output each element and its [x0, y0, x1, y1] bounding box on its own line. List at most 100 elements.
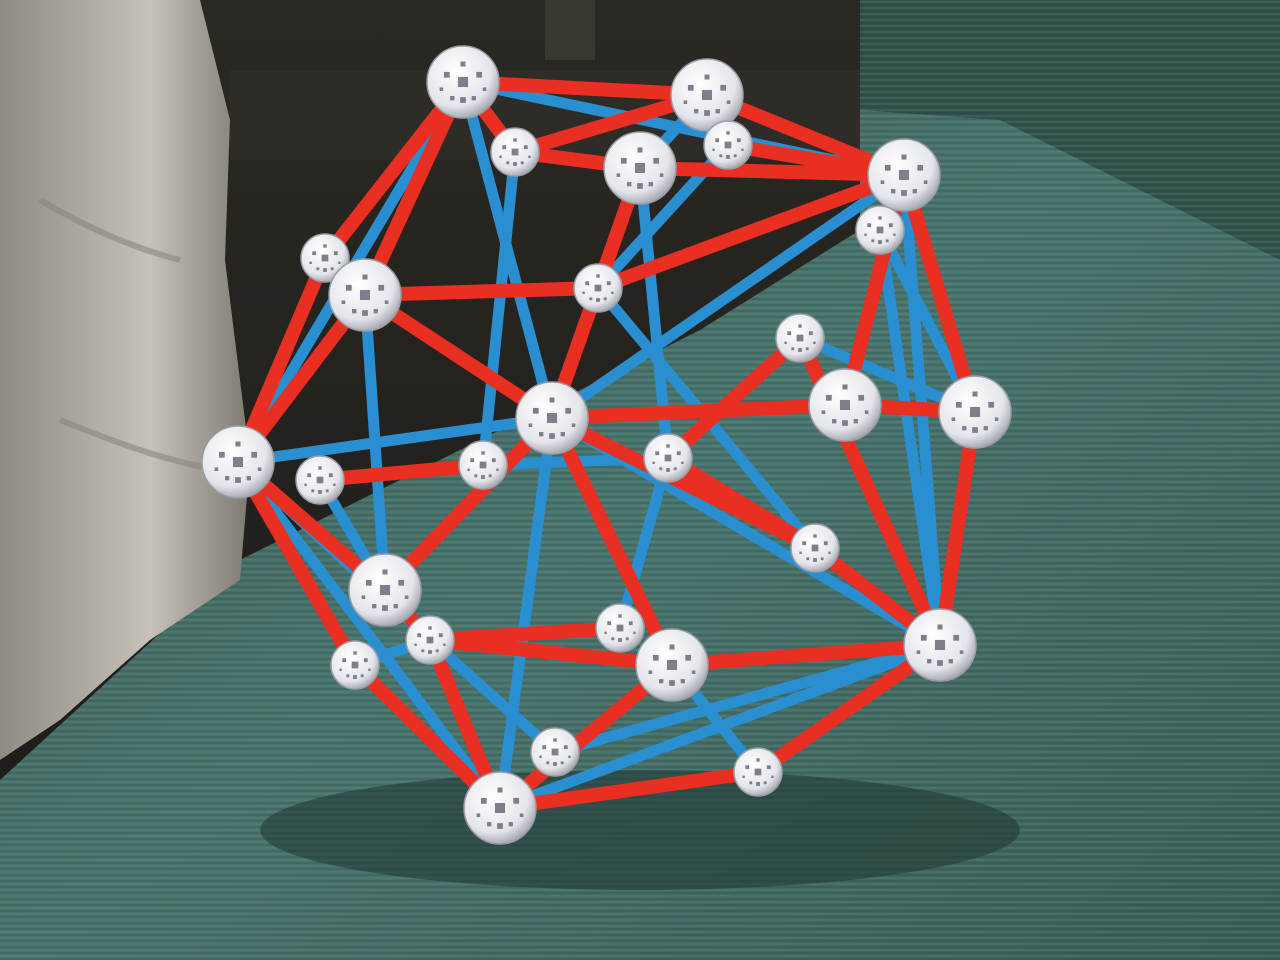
connector-hole — [218, 451, 225, 458]
connector-hole — [691, 670, 696, 674]
connector-node — [603, 131, 677, 205]
connector-hole — [345, 284, 352, 291]
connector-hole — [393, 604, 398, 609]
connector-node — [808, 368, 882, 442]
connector-hole — [457, 76, 469, 88]
connector-hole — [842, 384, 848, 390]
connector-hole — [487, 822, 492, 827]
connector-node — [790, 523, 840, 573]
connector-hole — [681, 461, 684, 464]
connector-hole — [652, 654, 659, 661]
connector-hole — [878, 240, 882, 244]
blue-strut — [232, 412, 558, 468]
connector-hole — [417, 633, 422, 638]
connector-hole — [927, 659, 932, 664]
connector-hole — [553, 738, 557, 742]
connector-hole — [511, 148, 519, 156]
red-strut — [545, 398, 852, 425]
blue-strut — [549, 639, 946, 758]
connector-hole — [571, 423, 576, 427]
connector-hole — [333, 251, 338, 256]
connector-hole — [745, 765, 750, 770]
connector-hole — [450, 96, 455, 101]
connector-hole — [828, 551, 831, 554]
connector-hole — [491, 458, 496, 463]
connector-hole — [839, 399, 851, 411]
connector-hole — [471, 96, 476, 101]
connector-hole — [813, 534, 817, 538]
connector-hole — [715, 138, 720, 143]
connector-hole — [823, 541, 828, 546]
connector-hole — [726, 155, 730, 159]
connector-node — [530, 727, 580, 777]
connector-hole — [920, 634, 927, 641]
connector-hole — [232, 456, 244, 468]
connector-hole — [666, 468, 670, 472]
blue-strut — [424, 634, 561, 758]
connector-hole — [382, 569, 388, 575]
connector-hole — [312, 251, 317, 256]
connector-hole — [884, 164, 891, 171]
connector-hole — [443, 643, 446, 646]
connector-hole — [741, 148, 744, 151]
connector-hole — [235, 441, 241, 447]
connector-hole — [749, 781, 753, 785]
connector-hole — [382, 605, 388, 611]
connector-hole — [798, 348, 802, 352]
connector-hole — [611, 637, 615, 641]
connector-hole — [912, 189, 917, 194]
connector-hole — [333, 483, 336, 486]
connector-hole — [763, 781, 767, 785]
connector-node — [405, 615, 455, 665]
connector-hole — [796, 334, 804, 342]
connector-hole — [352, 309, 357, 314]
connector-hole — [551, 748, 559, 756]
connector-node — [300, 233, 350, 283]
connector-hole — [523, 145, 528, 150]
connector-hole — [736, 138, 741, 143]
connector-hole — [648, 670, 653, 674]
connector-hole — [476, 813, 481, 817]
connector-hole — [937, 624, 943, 630]
connector-hole — [701, 89, 713, 101]
model-shadow — [260, 770, 1020, 890]
connector-hole — [596, 274, 600, 278]
connector-hole — [549, 397, 555, 403]
connector-hole — [360, 674, 364, 678]
connector-hole — [496, 468, 499, 471]
connector-hole — [669, 680, 675, 686]
connector-hole — [328, 473, 333, 478]
connector-hole — [513, 797, 520, 804]
connector-hole — [497, 787, 503, 793]
connector-hole — [659, 467, 663, 471]
connector-hole — [951, 417, 956, 421]
connector-hole — [634, 162, 646, 174]
connector-hole — [994, 417, 999, 421]
connector-hole — [620, 157, 627, 164]
connector-hole — [330, 267, 334, 271]
connector-hole — [891, 189, 896, 194]
connector-hole — [955, 401, 962, 408]
connector-hole — [476, 71, 483, 78]
connector-hole — [323, 268, 327, 272]
connector-hole — [813, 558, 817, 562]
connector-hole — [659, 173, 664, 177]
connector-hole — [519, 813, 524, 817]
connector-hole — [962, 426, 967, 431]
connector-hole — [235, 477, 241, 483]
connector-hole — [316, 267, 320, 271]
connector-hole — [304, 483, 307, 486]
connector-hole — [467, 468, 470, 471]
connector-hole — [539, 432, 544, 437]
connector-hole — [361, 595, 366, 599]
connector-hole — [428, 650, 432, 654]
red-strut — [231, 251, 332, 469]
connector-hole — [784, 341, 787, 344]
connector-node — [635, 628, 709, 702]
connector-hole — [983, 426, 988, 431]
connector-hole — [439, 87, 444, 91]
connector-hole — [959, 650, 964, 654]
connector-hole — [864, 410, 869, 414]
connector-hole — [318, 490, 322, 494]
connector-hole — [321, 254, 329, 262]
